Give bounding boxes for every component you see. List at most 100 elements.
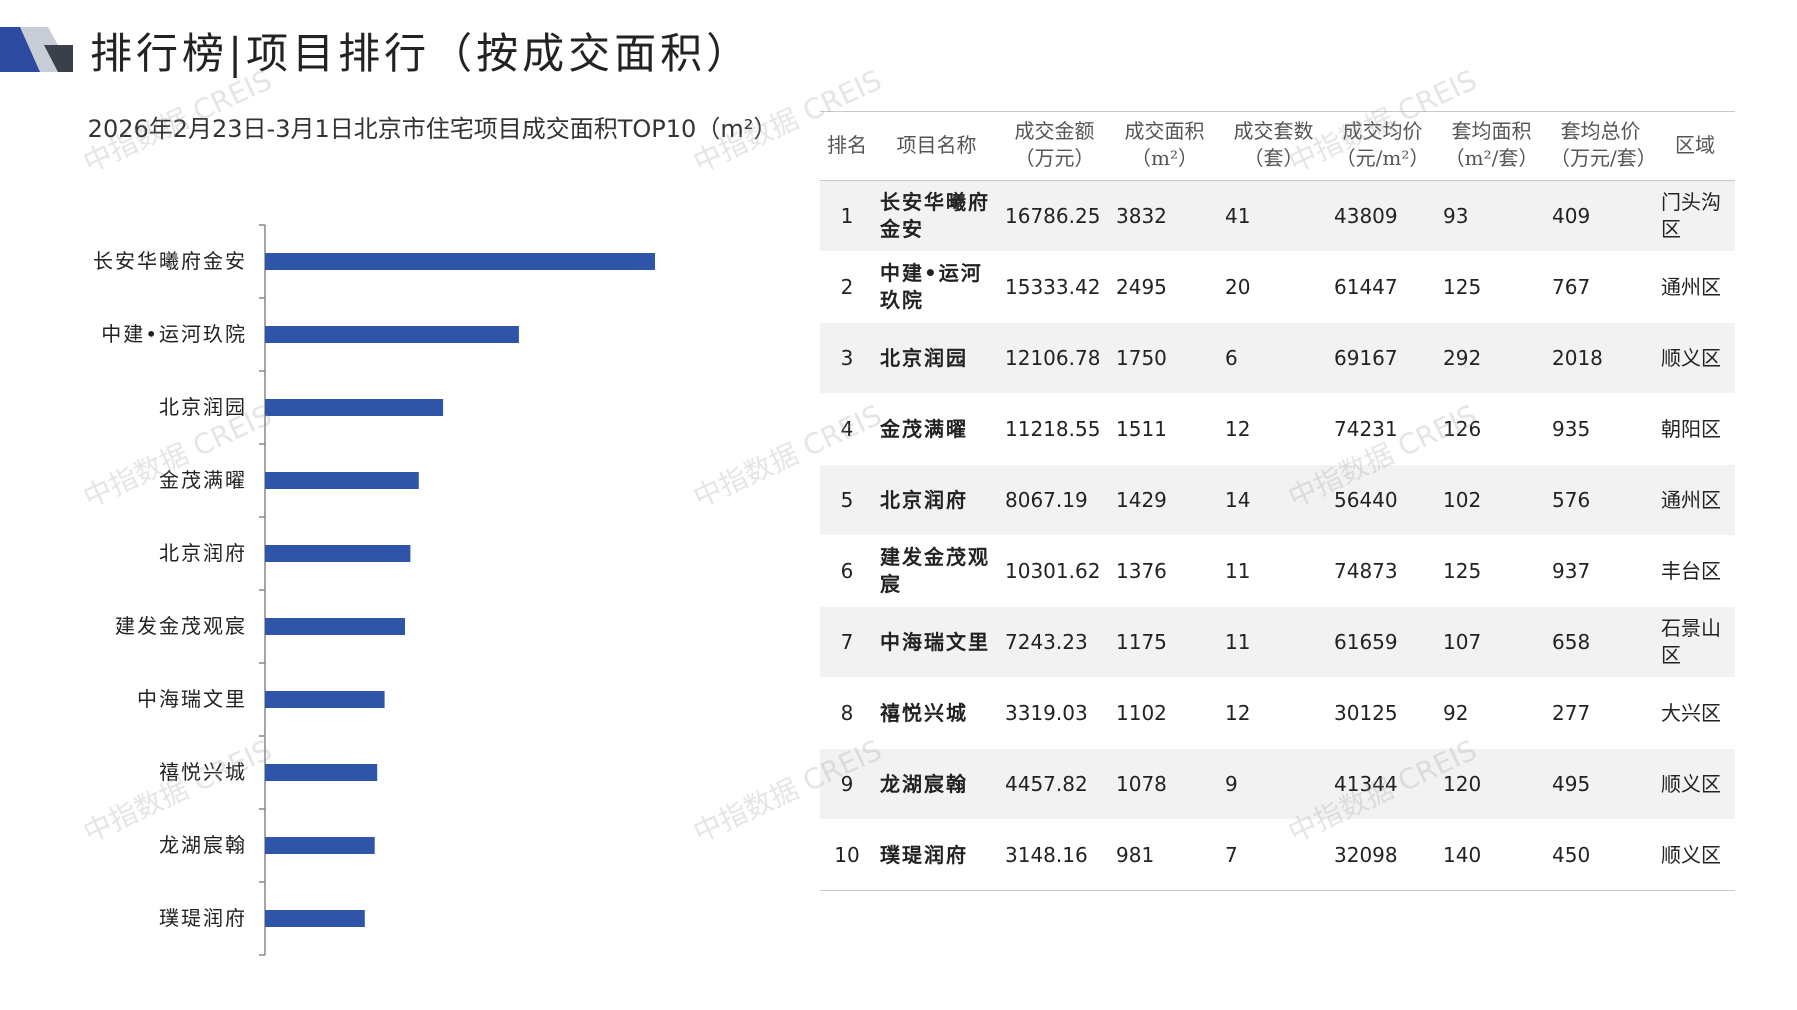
- cell-avg-total: 2018: [1546, 322, 1655, 394]
- table-header-row: 排名 项目名称 成交金额 （万元） 成交面积 （m²） 成交套数 （套） 成交均价 （元/m²） 套…: [820, 112, 1735, 181]
- cell-amount: 12106.78: [999, 322, 1110, 394]
- cell-units: 11: [1219, 535, 1328, 607]
- cell-units: 6: [1219, 322, 1328, 394]
- column-header: 成交面积 （m²）: [1110, 112, 1219, 181]
- cell-amount: 3319.03: [999, 677, 1110, 749]
- cell-area: 1429: [1110, 464, 1219, 536]
- category-label: 建发金茂观宸: [115, 614, 247, 638]
- column-header-unit: （m²）: [1131, 146, 1198, 170]
- table-row: 1 长安华曦府金安 16786.25 3832 41 43809 93 409 门头沟区: [820, 180, 1735, 252]
- cell-amount: 10301.62: [999, 535, 1110, 607]
- column-header: 套均面积 （m²/套）: [1437, 112, 1546, 181]
- cell-district: 朝阳区: [1655, 393, 1735, 465]
- cell-avg-price: 32098: [1328, 819, 1437, 891]
- cell-units: 12: [1219, 393, 1328, 465]
- cell-avg-area: 120: [1437, 748, 1546, 820]
- column-header-line: 套均总价: [1560, 119, 1641, 143]
- cell-avg-total: 277: [1546, 677, 1655, 749]
- bar: [265, 618, 405, 635]
- cell-rank: 10: [820, 819, 874, 891]
- cell-avg-area: 140: [1437, 819, 1546, 891]
- column-header: 排名: [820, 112, 874, 181]
- cell-rank: 7: [820, 606, 874, 678]
- cell-district: 石景山区: [1655, 606, 1735, 678]
- cell-avg-area: 93: [1437, 180, 1546, 252]
- cell-amount: 15333.42: [999, 251, 1110, 323]
- bar: [265, 326, 519, 343]
- cell-avg-total: 409: [1546, 180, 1655, 252]
- column-header-unit: （m²/套）: [1444, 146, 1539, 170]
- bar: [265, 253, 655, 270]
- cell-avg-price: 69167: [1328, 322, 1437, 394]
- cell-avg-area: 92: [1437, 677, 1546, 749]
- table-row: 10 璞瑅润府 3148.16 981 7 32098 140 450 顺义区: [820, 819, 1735, 891]
- column-header-line: 套均面积: [1451, 119, 1532, 143]
- cell-name: 北京润园: [874, 322, 999, 394]
- cell-amount: 3148.16: [999, 819, 1110, 891]
- table-row: 6 建发金茂观宸 10301.62 1376 11 74873 125 937 丰台区: [820, 535, 1735, 607]
- category-label: 北京润园: [159, 395, 247, 419]
- table-row: 3 北京润园 12106.78 1750 6 69167 292 2018 顺义区: [820, 322, 1735, 394]
- column-header: 成交金额 （万元）: [999, 112, 1110, 181]
- cell-rank: 2: [820, 251, 874, 323]
- cell-district: 顺义区: [1655, 748, 1735, 820]
- cell-name: 龙湖宸翰: [874, 748, 999, 820]
- table-row: 9 龙湖宸翰 4457.82 1078 9 41344 120 495 顺义区: [820, 748, 1735, 820]
- column-header-line: 成交面积: [1124, 119, 1205, 143]
- cell-area: 1750: [1110, 322, 1219, 394]
- column-header-line: 成交金额: [1014, 119, 1095, 143]
- cell-area: 981: [1110, 819, 1219, 891]
- cell-avg-price: 30125: [1328, 677, 1437, 749]
- cell-avg-price: 41344: [1328, 748, 1437, 820]
- cell-district: 大兴区: [1655, 677, 1735, 749]
- category-label: 长安华曦府金安: [93, 249, 247, 273]
- cell-amount: 16786.25: [999, 180, 1110, 252]
- cell-district: 丰台区: [1655, 535, 1735, 607]
- cell-avg-total: 658: [1546, 606, 1655, 678]
- cell-avg-area: 125: [1437, 535, 1546, 607]
- column-header-unit: （元/m²）: [1335, 146, 1430, 170]
- column-header: 项目名称: [874, 112, 999, 181]
- category-label: 璞瑅润府: [159, 906, 247, 930]
- chart-title: 2026年2月23日-3月1日北京市住宅项目成交面积TOP10（m²）: [87, 115, 778, 143]
- cell-rank: 3: [820, 322, 874, 394]
- cell-amount: 11218.55: [999, 393, 1110, 465]
- cell-area: 1175: [1110, 606, 1219, 678]
- cell-rank: 8: [820, 677, 874, 749]
- column-header-unit: （万元）: [1014, 146, 1095, 170]
- cell-area: 1511: [1110, 393, 1219, 465]
- cell-rank: 5: [820, 464, 874, 536]
- column-header-line: 排名: [827, 132, 867, 157]
- cell-units: 9: [1219, 748, 1328, 820]
- logo-dark-shape: [0, 27, 40, 72]
- bar: [265, 837, 375, 854]
- cell-amount: 4457.82: [999, 748, 1110, 820]
- cell-avg-price: 43809: [1328, 180, 1437, 252]
- column-header-line: 成交均价: [1342, 119, 1423, 143]
- column-header-unit: （套）: [1243, 146, 1304, 170]
- cell-name: 金茂满曜: [874, 393, 999, 465]
- cell-name: 禧悦兴城: [874, 677, 999, 749]
- bar: [265, 399, 444, 416]
- category-label: 禧悦兴城: [159, 760, 247, 784]
- cell-name: 长安华曦府金安: [874, 180, 999, 252]
- cell-district: 顺义区: [1655, 819, 1735, 891]
- cell-district: 通州区: [1655, 464, 1735, 536]
- cell-area: 1102: [1110, 677, 1219, 749]
- page-title: 排行榜|项目排行（按成交面积）: [90, 29, 753, 78]
- column-header: 成交均价 （元/m²）: [1328, 112, 1437, 181]
- cell-avg-area: 102: [1437, 464, 1546, 536]
- cell-avg-total: 450: [1546, 819, 1655, 891]
- cell-rank: 6: [820, 535, 874, 607]
- cell-units: 11: [1219, 606, 1328, 678]
- cell-amount: 7243.23: [999, 606, 1110, 678]
- cell-avg-total: 576: [1546, 464, 1655, 536]
- cell-amount: 8067.19: [999, 464, 1110, 536]
- table-body: 1 长安华曦府金安 16786.25 3832 41 43809 93 409 门头沟区 2 中建•…: [820, 180, 1735, 891]
- cell-units: 20: [1219, 251, 1328, 323]
- table-row: 2 中建•运河玖院 15333.42 2495 20 61447 125 767 通州区: [820, 251, 1735, 323]
- column-header-unit: （万元/套）: [1550, 146, 1657, 170]
- cell-area: 2495: [1110, 251, 1219, 323]
- cell-area: 1078: [1110, 748, 1219, 820]
- column-header-line: 项目名称: [896, 132, 977, 157]
